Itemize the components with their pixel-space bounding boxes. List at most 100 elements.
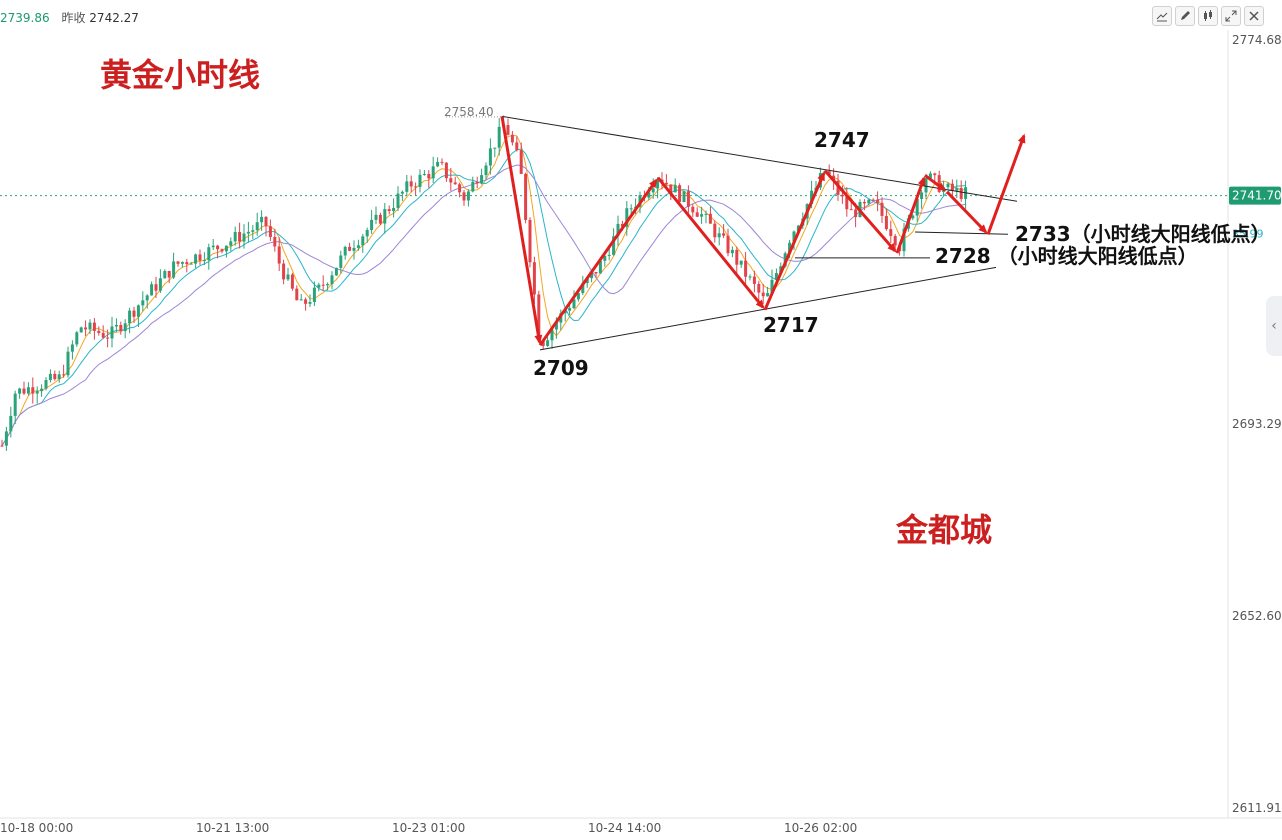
candle-body <box>682 191 686 203</box>
pen-icon[interactable] <box>1175 6 1195 26</box>
candle-body <box>928 173 932 179</box>
chart-title: 黄金小时线 <box>100 56 260 94</box>
candle-body <box>889 229 893 237</box>
candle-body <box>647 192 651 198</box>
candle-body <box>387 209 391 212</box>
candle-body <box>444 162 448 179</box>
candle-body <box>304 299 308 304</box>
candle-body <box>537 294 541 341</box>
candle-body <box>598 260 602 274</box>
candle-body <box>920 192 924 199</box>
candle-body <box>224 245 228 252</box>
candle-body <box>352 247 356 251</box>
wave-arrow <box>895 176 926 254</box>
price-tick-label: 2693.29 <box>1232 417 1282 431</box>
candle-body <box>119 324 123 332</box>
candle-body <box>946 183 950 188</box>
wave-arrow <box>656 176 765 310</box>
candle-body <box>933 173 937 176</box>
candle-body <box>722 233 726 236</box>
level-line-2733 <box>914 231 1009 235</box>
candle-body <box>673 185 677 193</box>
candle-body <box>123 323 127 332</box>
candle-body <box>691 206 695 213</box>
candle-body <box>189 263 193 265</box>
candle-body <box>744 260 748 277</box>
candle-body <box>0 445 4 447</box>
candle-body <box>154 284 158 291</box>
candle-type-icon[interactable] <box>1198 6 1218 26</box>
candle-body <box>568 308 572 311</box>
candle-body <box>686 191 690 207</box>
close-icon[interactable] <box>1244 6 1264 26</box>
candle-body <box>510 134 514 143</box>
candle-body <box>400 191 404 194</box>
candle-body <box>620 223 624 227</box>
candle-body <box>216 245 220 250</box>
price-header: 2739.86 昨收 2742.27 <box>0 9 139 26</box>
candle-body <box>849 209 853 211</box>
candle-body <box>695 212 699 217</box>
collapse-panel-tab[interactable]: ‹ <box>1266 296 1282 356</box>
candle-body <box>422 174 426 176</box>
candle-body <box>436 161 440 167</box>
candle-body <box>383 209 387 224</box>
candle-body <box>84 327 88 330</box>
prev-close-value: 2742.27 <box>89 11 139 25</box>
candle-body <box>13 393 17 416</box>
candle-body <box>246 231 250 234</box>
candle-body <box>810 190 814 205</box>
candle-body <box>546 340 550 347</box>
candle-body <box>185 262 189 265</box>
candle-body <box>312 287 316 303</box>
candle-body <box>9 415 13 432</box>
wave-label-2717: 2717 <box>763 313 819 337</box>
candle-body <box>766 293 770 297</box>
candle-body <box>356 245 360 248</box>
candle-body <box>136 305 140 317</box>
drawing-tool-icon[interactable] <box>1152 6 1172 26</box>
candle-body <box>880 202 884 216</box>
candle-body <box>735 249 739 265</box>
candle-body <box>348 246 352 251</box>
candle-body <box>554 322 558 330</box>
fullscreen-icon[interactable] <box>1221 6 1241 26</box>
time-tick-label: 10-21 13:00 <box>196 821 269 835</box>
wave-arrow <box>823 169 897 253</box>
candle-body <box>484 165 488 176</box>
candle-body <box>48 373 52 381</box>
chevron-left-icon: ‹ <box>1271 318 1277 334</box>
candle-body <box>92 322 96 331</box>
candle-body <box>950 183 954 191</box>
candle-body <box>924 178 928 193</box>
candle-body <box>493 147 497 149</box>
candle-body <box>678 185 682 203</box>
candle-body <box>475 181 479 184</box>
candle-body <box>550 329 554 341</box>
candle-body <box>229 241 233 246</box>
candle-body <box>867 199 871 204</box>
candle-body <box>730 249 734 254</box>
candle-body <box>541 340 545 347</box>
candle-body <box>198 254 202 261</box>
candle-body <box>40 388 44 392</box>
candle-body <box>343 246 347 256</box>
candle-body <box>207 247 211 261</box>
candle-body <box>594 271 598 274</box>
candle-body <box>365 229 369 237</box>
candle-body <box>238 231 242 242</box>
candle-body <box>911 215 915 219</box>
candle-body <box>35 391 39 394</box>
prev-close-label: 昨收 <box>61 11 86 25</box>
candle-body <box>18 388 22 394</box>
candle-body <box>884 215 888 230</box>
candle-body <box>774 273 778 280</box>
candle-body <box>440 161 444 163</box>
ma-long-line <box>1 164 966 446</box>
candle-body <box>761 292 765 297</box>
candle-body <box>62 374 66 376</box>
candle-body <box>396 193 400 208</box>
candle-body <box>788 242 792 254</box>
candle-body <box>572 299 576 309</box>
